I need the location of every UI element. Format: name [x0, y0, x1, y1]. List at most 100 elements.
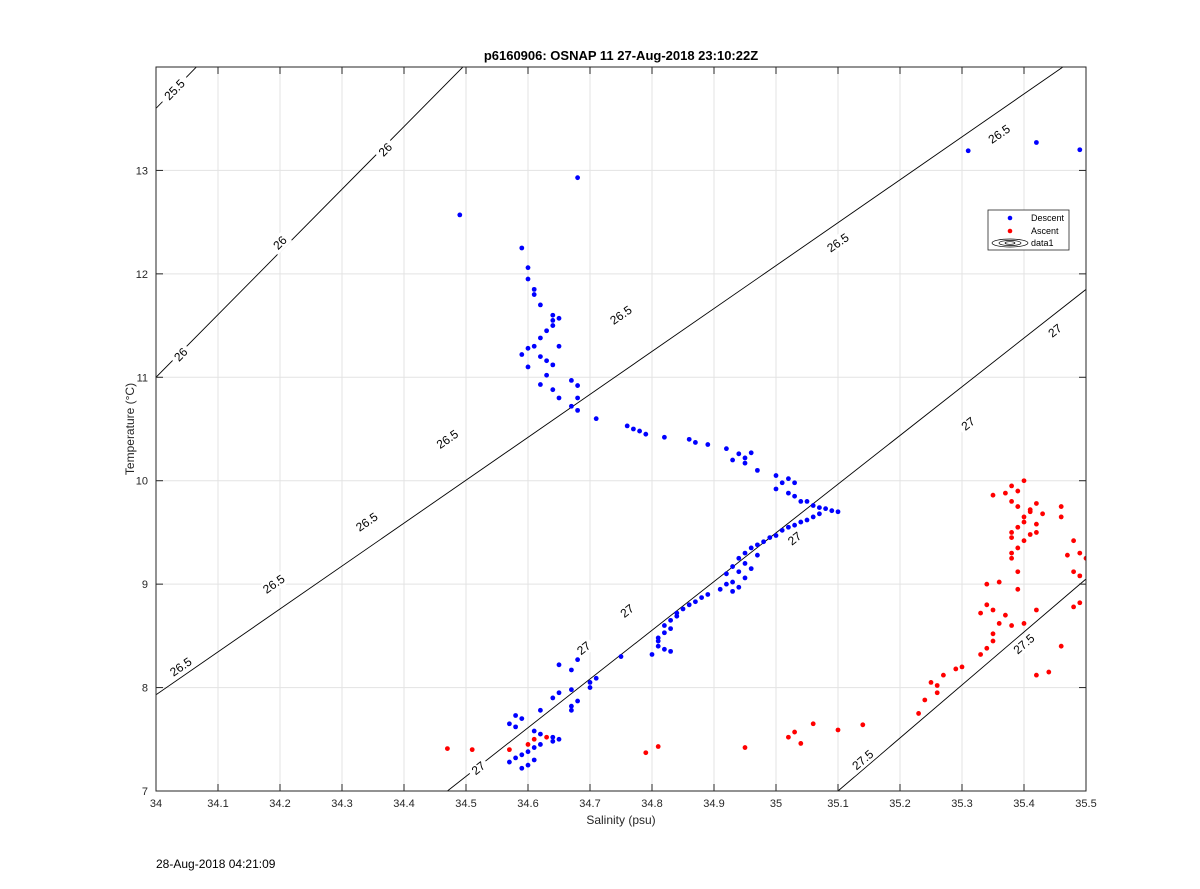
descent-point: [556, 343, 562, 349]
y-tick-label: 10: [136, 476, 148, 488]
legend-ascent-marker: [1007, 228, 1013, 234]
contour-label-27.5: 27.5: [845, 743, 881, 777]
descent-point: [538, 354, 543, 359]
descent-point: [507, 721, 512, 727]
x-tick-label: 34.7: [579, 798, 600, 810]
descent-point: [556, 395, 562, 401]
descent-point: [786, 476, 791, 482]
legend: Descent Ascent data1: [987, 209, 1070, 251]
ascent-point: [860, 722, 866, 728]
descent-point: [748, 566, 754, 572]
isopycnal-27.5: [837, 578, 1086, 791]
descent-point: [668, 626, 673, 632]
descent-point: [550, 312, 556, 318]
descent-point: [798, 519, 804, 525]
ascent-point: [1077, 550, 1083, 556]
ascent-point: [990, 631, 996, 637]
ascent-point: [934, 683, 940, 688]
ascent-point: [1009, 623, 1014, 628]
ascent-point: [984, 602, 990, 608]
descent-point: [507, 759, 512, 765]
descent-point: [786, 524, 791, 530]
ascent-point: [798, 741, 804, 746]
ascent-point: [916, 711, 921, 716]
descent-point: [569, 707, 574, 713]
descent-point: [755, 542, 760, 548]
descent-point: [773, 473, 779, 478]
contour-label-27: 27: [1042, 319, 1068, 343]
ascent-point: [1021, 478, 1027, 484]
ascent-point: [1034, 501, 1039, 506]
ascent-point: [978, 652, 983, 657]
ascent-point: [990, 607, 996, 613]
ascent-point: [934, 690, 940, 696]
y-tick-label: 9: [142, 579, 148, 591]
y-axis-label: Temperature (°C): [123, 383, 137, 475]
descent-point: [736, 569, 742, 575]
descent-point: [587, 685, 593, 690]
ascent-point: [810, 721, 816, 727]
ascent-point: [990, 492, 996, 498]
contour-label-26: 26: [168, 342, 193, 367]
ascent-point: [1058, 514, 1064, 520]
descent-point: [624, 423, 630, 429]
descent-point: [680, 606, 686, 612]
ascent-point: [1009, 499, 1014, 504]
ascent-point: [1071, 569, 1076, 575]
ascent-point: [922, 697, 928, 703]
ascent-point: [1034, 521, 1039, 527]
y-tick-label: 7: [142, 786, 148, 798]
ascent-point: [525, 742, 531, 747]
descent-point: [544, 358, 549, 364]
descent-point: [513, 713, 518, 718]
ascent-point: [1083, 555, 1086, 561]
descent-point: [519, 245, 525, 251]
ascent-point: [1009, 555, 1014, 561]
descent-point: [724, 571, 729, 577]
descent-point: [519, 765, 525, 771]
descent-point: [550, 738, 556, 744]
ascent-point: [984, 645, 990, 651]
descent-point: [792, 493, 797, 499]
x-tick-label: 35.4: [1013, 798, 1034, 810]
plot-area: [156, 67, 1086, 791]
ascent-point: [1071, 538, 1076, 544]
x-tick-label: 34.5: [455, 798, 476, 810]
descent-point: [1077, 147, 1083, 153]
descent-point: [550, 734, 556, 740]
descent-point: [538, 302, 543, 308]
y-tick-label: 12: [136, 269, 148, 281]
ascent-point: [786, 734, 791, 740]
descent-point: [569, 703, 574, 709]
descent-point: [686, 602, 692, 608]
legend-box: [987, 209, 1070, 251]
descent-point: [631, 426, 636, 432]
descent-point: [531, 757, 537, 763]
isopycnal-27: [447, 289, 1086, 791]
ascent-point: [655, 744, 661, 749]
descent-point: [525, 364, 531, 370]
descent-point: [531, 728, 537, 734]
x-tick-label: 35.1: [827, 798, 848, 810]
descent-point: [742, 455, 748, 461]
contour-label-27: 27: [956, 412, 981, 436]
descent-point: [662, 623, 667, 628]
descent-point: [556, 736, 562, 742]
descent-point: [736, 584, 742, 590]
descent-point: [550, 362, 556, 368]
descent-point: [823, 506, 828, 512]
descent-point: [748, 545, 754, 551]
descent-point: [550, 387, 556, 393]
descent-point: [755, 552, 760, 558]
descent-point: [662, 434, 667, 440]
descent-point: [699, 595, 704, 600]
descent-point: [575, 175, 580, 181]
descent-point: [569, 377, 574, 383]
contour-label-26.5: 26.5: [429, 423, 466, 455]
descent-point: [705, 442, 711, 447]
descent-point: [755, 467, 760, 473]
descent-point: [513, 724, 518, 730]
ascent-point: [1015, 504, 1021, 509]
descent-point: [655, 643, 661, 649]
